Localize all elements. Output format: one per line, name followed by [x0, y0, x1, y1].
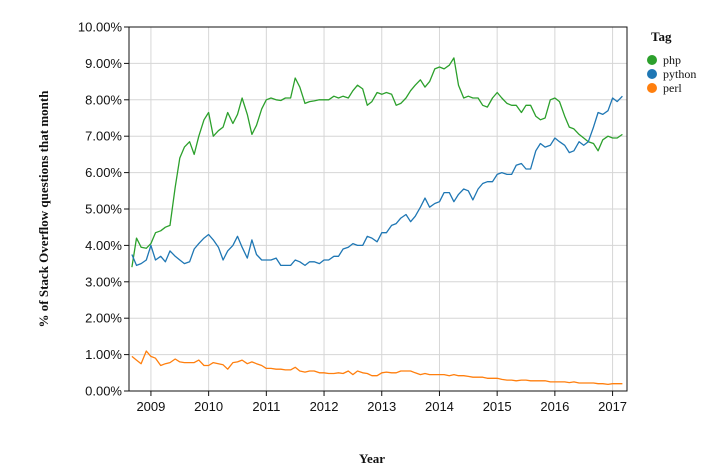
y-axis-title: % of Stack Overflow questions that month: [36, 90, 51, 328]
x-axis-title: Year: [359, 451, 385, 466]
legend-label-perl: perl: [663, 81, 682, 95]
series-line-python: [131, 95, 623, 267]
y-tick-label: 3.00%: [85, 274, 122, 289]
x-tick-label: 2014: [425, 399, 454, 414]
legend-swatch-php: [647, 55, 657, 65]
legend-label-python: python: [663, 67, 696, 81]
x-tick-label: 2015: [483, 399, 512, 414]
y-axis: 0.00% 1.00% 2.00% 3.00% 4.00% 5.00% 6.00% 7.00%…: [78, 20, 129, 399]
x-tick-label: 2017: [598, 399, 627, 414]
gridlines: [129, 26, 627, 392]
y-tick-label: 0.00%: [85, 384, 122, 399]
y-tick-label: 2.00%: [85, 311, 122, 326]
series-line-php: [131, 57, 623, 268]
x-tick-label: 2012: [310, 399, 339, 414]
y-tick-label: 8.00%: [85, 92, 122, 107]
y-tick-label: 10.00%: [78, 20, 123, 35]
y-tick-label: 9.00%: [85, 56, 122, 71]
legend-swatch-python: [647, 69, 657, 79]
x-tick-label: 2010: [194, 399, 223, 414]
y-tick-label: 7.00%: [85, 129, 122, 144]
y-tick-label: 6.00%: [85, 165, 122, 180]
x-axis: 2009 2010 2011 2012 2013 2014 2015 2016 2017: [136, 391, 627, 414]
series-lines: [131, 57, 623, 386]
legend-title: Tag: [651, 29, 672, 44]
y-tick-label: 1.00%: [85, 347, 122, 362]
x-tick-label: 2013: [367, 399, 396, 414]
x-tick-label: 2009: [136, 399, 165, 414]
legend-label-php: php: [663, 53, 681, 67]
legend-swatch-perl: [647, 83, 657, 93]
x-tick-label: 2011: [252, 399, 280, 414]
series-line-perl: [131, 350, 623, 386]
x-tick-label: 2016: [540, 399, 569, 414]
y-tick-label: 4.00%: [85, 238, 122, 253]
y-tick-label: 5.00%: [85, 202, 122, 217]
